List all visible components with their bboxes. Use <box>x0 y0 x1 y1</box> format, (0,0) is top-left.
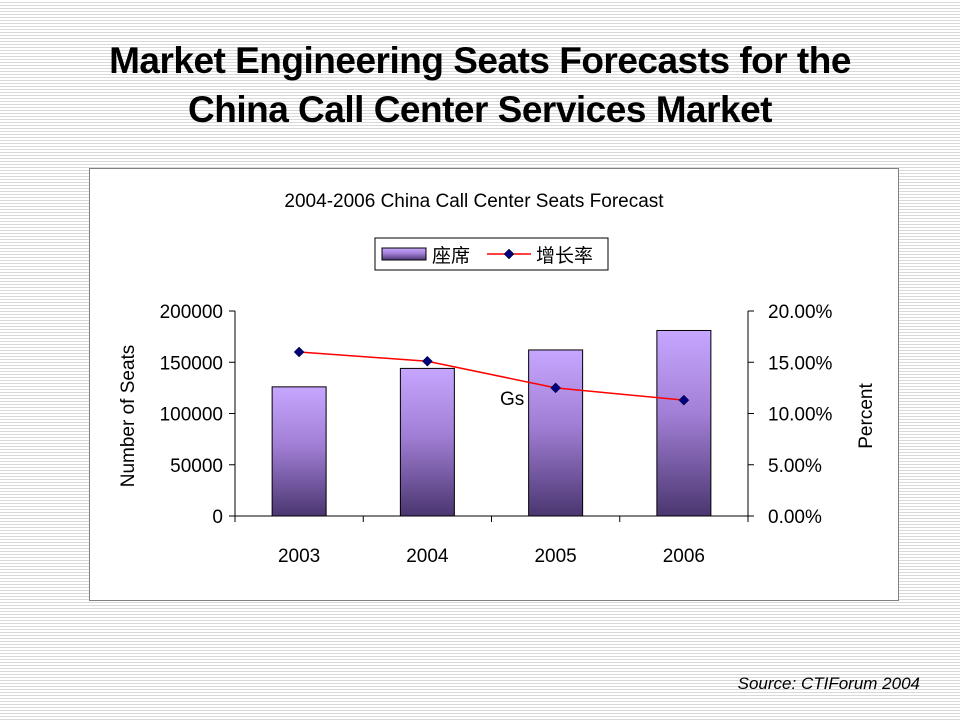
bar <box>399 367 455 517</box>
chart-frame: 2004-2006 China Call Center Seats Foreca… <box>89 168 899 601</box>
x-tick-label: 2003 <box>278 546 320 567</box>
slide-title-line-1: Market Engineering Seats Forecasts for t… <box>109 40 851 81</box>
bar <box>271 386 327 517</box>
source-note: Source: CTIForum 2004 <box>737 674 920 693</box>
y2-axis-label: Percent <box>856 383 877 449</box>
growth-line <box>299 351 684 401</box>
growth-marker <box>293 346 305 358</box>
legend-label-bar: 座席 <box>432 245 470 267</box>
chart-svg: 2004-2006 China Call Center Seats Foreca… <box>118 191 877 567</box>
bar <box>656 329 712 517</box>
chart-legend: 座席 增长率 <box>374 237 609 271</box>
legend-label-line: 增长率 <box>536 245 593 267</box>
chart-annotation: Gs <box>500 389 524 410</box>
slide-title: Market Engineering Seats Forecasts for t… <box>60 36 900 134</box>
y2-tick-label: 15.00% <box>768 353 833 374</box>
legend-swatch-bar <box>381 247 427 261</box>
y-axis-label: Number of Seats <box>118 345 139 488</box>
growth-marker <box>422 355 433 367</box>
x-tick-label: 2004 <box>406 546 449 567</box>
legend-marker <box>503 248 515 260</box>
chart-title: 2004-2006 China Call Center Seats Foreca… <box>284 191 664 212</box>
y2-tick-label: 5.00% <box>768 456 822 477</box>
y-tick-label: 100000 <box>160 405 223 426</box>
y-tick-label: 150000 <box>160 353 223 374</box>
slide-title-line-2: China Call Center Services Market <box>188 89 772 130</box>
y-tick-label: 200000 <box>160 302 223 323</box>
x-tick-label: 2006 <box>663 546 705 567</box>
x-tick-label: 2005 <box>534 546 576 567</box>
growth-marker <box>550 382 561 394</box>
y-tick-label: 50000 <box>170 456 223 477</box>
growth-marker <box>678 394 690 406</box>
y2-tick-label: 20.00% <box>768 302 833 323</box>
y2-tick-label: 10.00% <box>768 405 833 426</box>
plot-area: 0 50000 100000 150000 200000 0.00% 5.00% 10.00%… <box>160 302 833 567</box>
y2-tick-label: 0.00% <box>768 507 822 528</box>
bar <box>528 349 584 517</box>
y-tick-label: 0 <box>212 507 223 528</box>
